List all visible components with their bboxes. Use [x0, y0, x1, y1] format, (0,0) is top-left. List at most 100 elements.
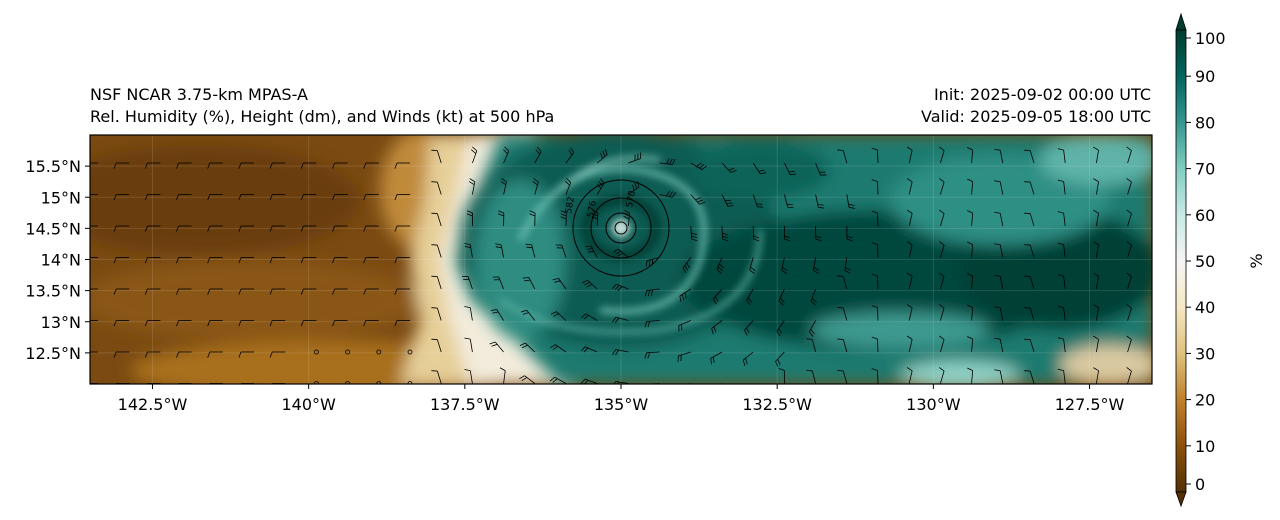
wind-barb — [967, 147, 974, 164]
wind-barb — [871, 210, 879, 227]
wind-barb — [238, 351, 254, 358]
colorbar-tick-label: 50 — [1195, 252, 1215, 271]
wind-barb — [90, 351, 98, 353]
wind-barb — [300, 257, 317, 264]
wind-barb — [550, 311, 567, 321]
wind-barb — [687, 383, 691, 384]
wind-barb — [269, 320, 286, 327]
wind-barb — [585, 245, 598, 258]
wind-barb — [113, 320, 130, 327]
wind-barb — [90, 288, 98, 290]
wind-barb — [659, 190, 676, 198]
humidity-field: 582 576 570 — [90, 135, 1152, 384]
wind-barb — [238, 257, 254, 264]
wind-barb — [837, 338, 848, 353]
wind-barb — [90, 320, 98, 321]
colorbar-tick-label: 100 — [1195, 29, 1226, 48]
wind-barb — [269, 288, 286, 295]
wind-barb — [871, 273, 879, 290]
wind-barb — [207, 288, 223, 295]
wind-barb — [431, 181, 442, 195]
wind-barb — [1057, 337, 1066, 353]
wind-barb — [906, 367, 913, 384]
wind-barb — [269, 162, 286, 169]
wind-barb — [1024, 149, 1035, 164]
wind-barb — [332, 225, 348, 232]
wind-barb — [939, 304, 945, 321]
wind-barb — [806, 338, 816, 353]
wind-barb — [90, 257, 98, 258]
valid-time: Valid: 2025-09-05 18:00 UTC — [920, 107, 1151, 126]
wind-barb — [363, 320, 379, 327]
wind-barb — [1126, 367, 1132, 384]
wind-barb — [812, 257, 820, 274]
wind-barb — [906, 146, 913, 164]
wind-barb — [784, 194, 794, 209]
wind-barb — [1126, 335, 1132, 353]
wind-barb — [269, 257, 286, 264]
wind-barb — [582, 279, 598, 290]
wind-barb — [871, 179, 879, 195]
wind-barb — [906, 335, 913, 353]
field-title: Rel. Humidity (%), Height (dm), and Wind… — [90, 107, 555, 126]
wind-barbs — [90, 146, 1132, 384]
wind-barb — [871, 242, 879, 258]
wind-barb — [176, 257, 192, 264]
wind-barb — [176, 320, 192, 327]
wind-barb — [967, 273, 974, 290]
wind-barb — [1024, 338, 1035, 353]
wind-barb — [269, 351, 286, 358]
wind-barb — [742, 351, 754, 367]
wind-barb — [525, 243, 536, 258]
wind-barb — [519, 375, 536, 384]
contour-label-582: 582 — [564, 196, 577, 215]
wind-barb — [238, 194, 254, 201]
wind-barb — [564, 178, 572, 195]
wind-barb — [613, 381, 629, 384]
wind-barb — [1093, 209, 1099, 227]
wind-barb — [871, 368, 879, 384]
wind-barb — [238, 162, 254, 169]
wind-barb — [1093, 335, 1099, 353]
wind-barb — [549, 376, 567, 384]
wind-barb — [678, 320, 691, 332]
wind-barb — [1093, 241, 1099, 258]
wind-barb — [710, 351, 723, 365]
wind-barb — [1093, 178, 1099, 195]
wind-barb — [394, 162, 410, 169]
wind-barb — [612, 248, 629, 258]
wind-barb — [837, 307, 848, 321]
wind-barb — [815, 162, 827, 176]
wind-barb — [939, 335, 945, 353]
colorbar-tick-label: 0 — [1195, 475, 1205, 494]
wind-barb — [300, 320, 317, 327]
wind-barb — [238, 225, 254, 232]
wind-barb — [659, 158, 676, 165]
wind-barb — [144, 225, 161, 232]
colorbar-tick-label: 40 — [1195, 298, 1215, 317]
lat-tick-label: 15.5°N — [25, 157, 81, 176]
wind-barb — [113, 288, 130, 295]
wind-barb — [690, 194, 706, 205]
wind-barb — [300, 162, 317, 169]
wind-barb — [464, 306, 473, 321]
wind-barb — [1093, 272, 1099, 290]
wind-barb — [939, 367, 945, 384]
contour-label-570: 570 — [625, 190, 638, 209]
wind-barb — [871, 147, 879, 164]
wind-barb — [503, 146, 510, 164]
wind-barb — [144, 162, 161, 169]
wind-barb — [1057, 242, 1066, 258]
wind-barb — [144, 351, 161, 358]
wind-barb — [1024, 212, 1035, 227]
wind-barb — [176, 288, 192, 295]
wind-barb — [716, 257, 724, 274]
wind-barb — [939, 272, 945, 290]
lon-tick-label: 137.5°W — [430, 395, 500, 414]
wind-barb — [495, 243, 504, 258]
wind-barb — [113, 225, 130, 232]
height-contours — [572, 179, 670, 277]
wind-barb — [1093, 367, 1099, 384]
